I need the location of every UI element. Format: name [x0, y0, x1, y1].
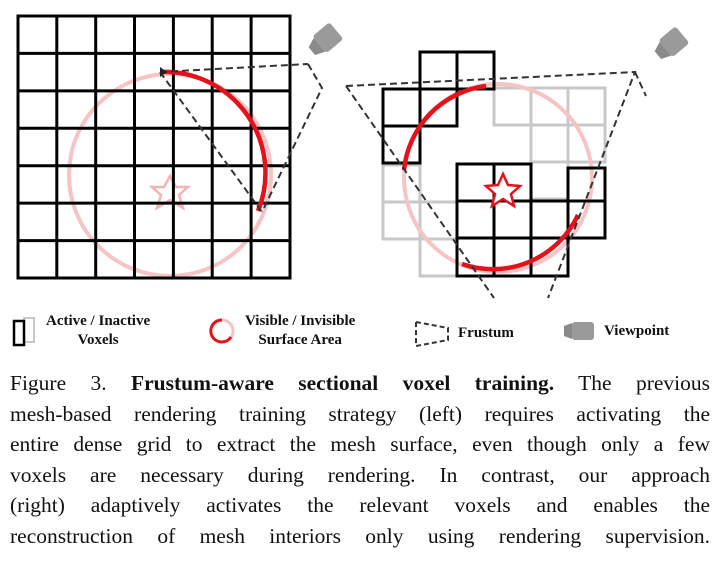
legend-viewpoint: Viewpoint	[560, 320, 669, 342]
left-camera-icon	[308, 23, 343, 55]
right-camera-icon	[654, 27, 689, 59]
surface-legend-icon	[209, 318, 235, 344]
right-center-star-icon	[482, 170, 524, 209]
caption-line1-rest: The previous	[578, 371, 710, 395]
left-center-star-icon	[148, 173, 192, 211]
legend-viewpoint-label: Viewpoint	[604, 322, 670, 339]
legend-surface-line1: Visible / Invisible	[245, 313, 356, 329]
caption-line-5: (right) adaptively activates the relevan…	[10, 493, 710, 517]
caption-line-2: mesh-based rendering training strategy (…	[10, 401, 710, 426]
legend-voxels-line2: Voxels	[77, 332, 119, 348]
figure-caption: Figure 3. Frustum-aware sectional voxel …	[10, 368, 710, 551]
legend-voxels: Active / Inactive Voxels	[10, 312, 150, 350]
legend-surface-line2: Surface Area	[258, 332, 342, 348]
caption-title: Frustum-aware sectional voxel training.	[130, 371, 555, 395]
right-visible-surface-lower	[461, 214, 581, 272]
figure-illustration	[16, 14, 689, 299]
left-panel	[16, 14, 343, 280]
legend-surface: Visible / Invisible Surface Area	[205, 312, 355, 350]
caption-line-1: Figure 3. Frustum-aware sectional voxel …	[10, 368, 710, 399]
right-invisible-surface	[402, 82, 594, 274]
legend-voxels-line1: Active / Inactive	[46, 313, 151, 329]
right-visible-surface	[401, 83, 487, 171]
right-frustum	[345, 70, 647, 299]
viewpoint-legend-icon	[564, 322, 594, 340]
legend-frustum: Frustum	[412, 318, 514, 348]
left-visible-surface	[159, 69, 268, 212]
active-voxels	[381, 50, 607, 278]
voxel-legend-icon	[12, 317, 35, 347]
caption-line-4: voxels are necessary during rendering. I…	[10, 462, 710, 487]
legend-frustum-label: Frustum	[458, 324, 514, 341]
right-panel	[345, 27, 689, 299]
caption-line-6: reconstruction of mesh interiors only us…	[10, 523, 710, 548]
dense-voxel-grid	[16, 14, 292, 280]
caption-line-3: entire dense grid to extract the mesh su…	[10, 432, 710, 456]
left-frustum	[159, 63, 324, 213]
legend: Active / Inactive Voxels Visible / Invis…	[0, 300, 721, 362]
caption-prefix: Figure 3.	[10, 371, 107, 395]
frustum-legend-icon	[415, 320, 449, 348]
